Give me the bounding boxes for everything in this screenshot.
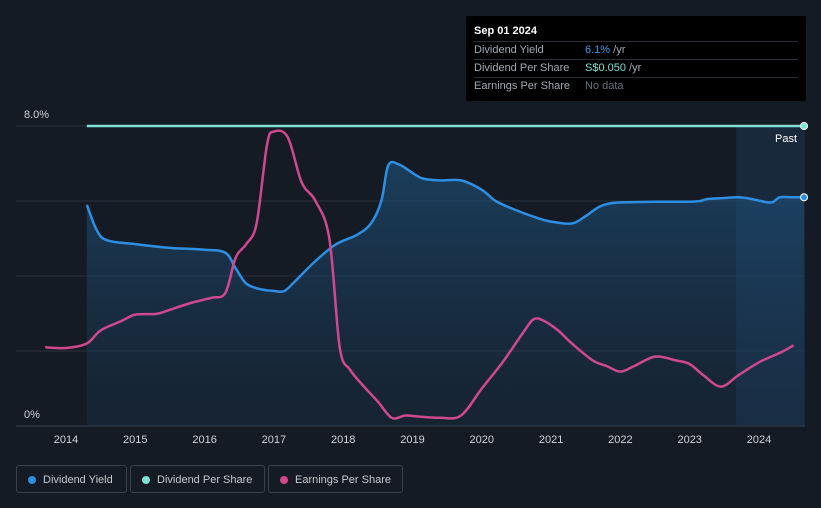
legend-item-earnings-per-share[interactable]: Earnings Per Share	[268, 465, 403, 493]
x-tick-label: 2020	[470, 434, 494, 446]
tooltip-row-earnings-per-share: Earnings Per Share No data	[474, 77, 798, 96]
legend-item-dividend-yield[interactable]: Dividend Yield	[16, 465, 127, 493]
x-tick-label: 2023	[677, 434, 701, 446]
tooltip-value: S$0.050	[585, 62, 626, 74]
tooltip-value: No data	[585, 80, 624, 92]
legend-dot-icon	[280, 476, 288, 484]
x-tick-label: 2019	[400, 434, 424, 446]
y-axis-min-label: 0%	[24, 409, 40, 421]
tooltip-suffix: /yr	[625, 62, 642, 74]
dividend-yield-end-marker	[800, 193, 809, 202]
tooltip: Sep 01 2024 Dividend Yield 6.1% /yr Divi…	[466, 16, 806, 101]
x-tick-label: 2018	[331, 434, 355, 446]
tooltip-value: 6.1%	[585, 44, 611, 56]
tooltip-suffix: /yr	[610, 44, 626, 56]
legend-label: Earnings Per Share	[295, 474, 391, 486]
past-label: Past	[775, 133, 797, 145]
legend-item-dividend-per-share[interactable]: Dividend Per Share	[130, 465, 265, 493]
legend-label: Dividend Per Share	[157, 474, 253, 486]
dividend-per-share-end-marker	[800, 122, 809, 130]
x-tick-label: 2016	[192, 434, 216, 446]
earnings-per-share-line	[45, 129, 795, 420]
y-axis-max-label: 8.0%	[24, 109, 49, 121]
tooltip-label: Dividend Per Share	[474, 62, 570, 74]
tooltip-label: Dividend Yield	[474, 44, 544, 56]
legend-label: Dividend Yield	[43, 474, 113, 486]
x-tick-label: 2021	[539, 434, 563, 446]
legend-dot-icon	[142, 476, 150, 484]
dividend-yield-line	[85, 160, 804, 294]
dividend-yield-area	[86, 161, 805, 426]
x-tick-label: 2015	[123, 434, 147, 446]
x-axis-ticks: 2014 2015 2016 2017 2018 2019 2020 2021 2022 2023…	[54, 434, 771, 446]
legend-dot-icon	[28, 476, 36, 484]
tooltip-date: Sep 01 2024	[474, 25, 537, 37]
x-tick-label: 2017	[262, 434, 286, 446]
x-tick-label: 2014	[54, 434, 78, 446]
tooltip-row-dividend-yield: Dividend Yield 6.1% /yr	[474, 41, 798, 60]
tooltip-row-dividend-per-share: Dividend Per Share S$0.050 /yr	[474, 59, 798, 78]
tooltip-label: Earnings Per Share	[474, 80, 570, 92]
x-tick-label: 2024	[747, 434, 771, 446]
x-tick-label: 2022	[608, 434, 632, 446]
